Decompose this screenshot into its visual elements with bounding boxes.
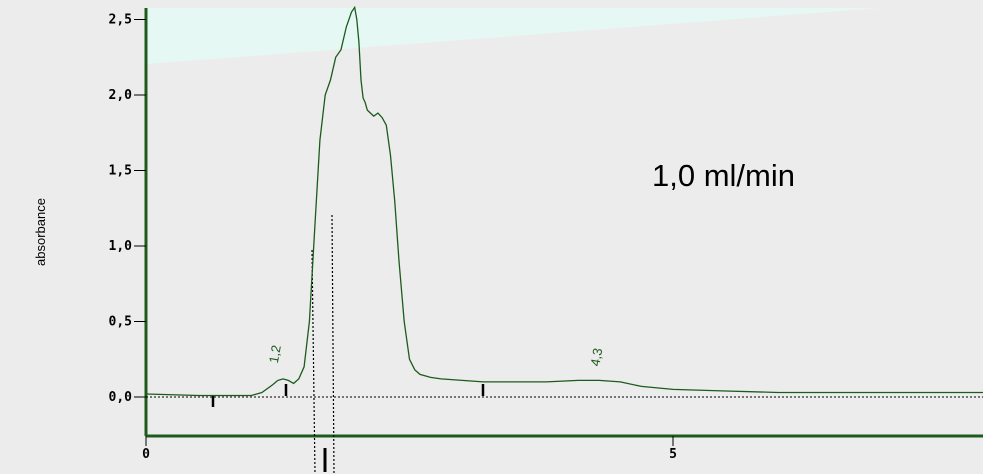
peak-labels: 1,2 4,3 [266, 344, 605, 367]
y-tick-label: 2,0 [109, 88, 133, 103]
x-tick-label: 0 [142, 447, 150, 462]
peak-label: 4,3 [587, 347, 605, 367]
flow-rate-annotation: 1,0 ml/min [652, 158, 795, 193]
y-tick-label: 1,0 [109, 239, 133, 254]
y-tick-label: 0,0 [109, 390, 133, 405]
peak-cut-line-left [311, 249, 316, 474]
y-tick-label: 2,5 [109, 13, 132, 28]
y-ticks: 0,0 0,5 1,0 1,5 2,0 2,5 [109, 13, 146, 405]
background-wedge [147, 8, 880, 64]
y-tick-label: 1,5 [109, 164, 132, 179]
absorbance-trace [145, 5, 983, 397]
peak-cut-line-right [331, 214, 335, 474]
y-tick-label: 0,5 [109, 315, 132, 330]
x-tick-label: 5 [669, 447, 677, 462]
peak-label: 1,2 [266, 344, 284, 364]
y-axis-label: absorbance [33, 198, 48, 266]
